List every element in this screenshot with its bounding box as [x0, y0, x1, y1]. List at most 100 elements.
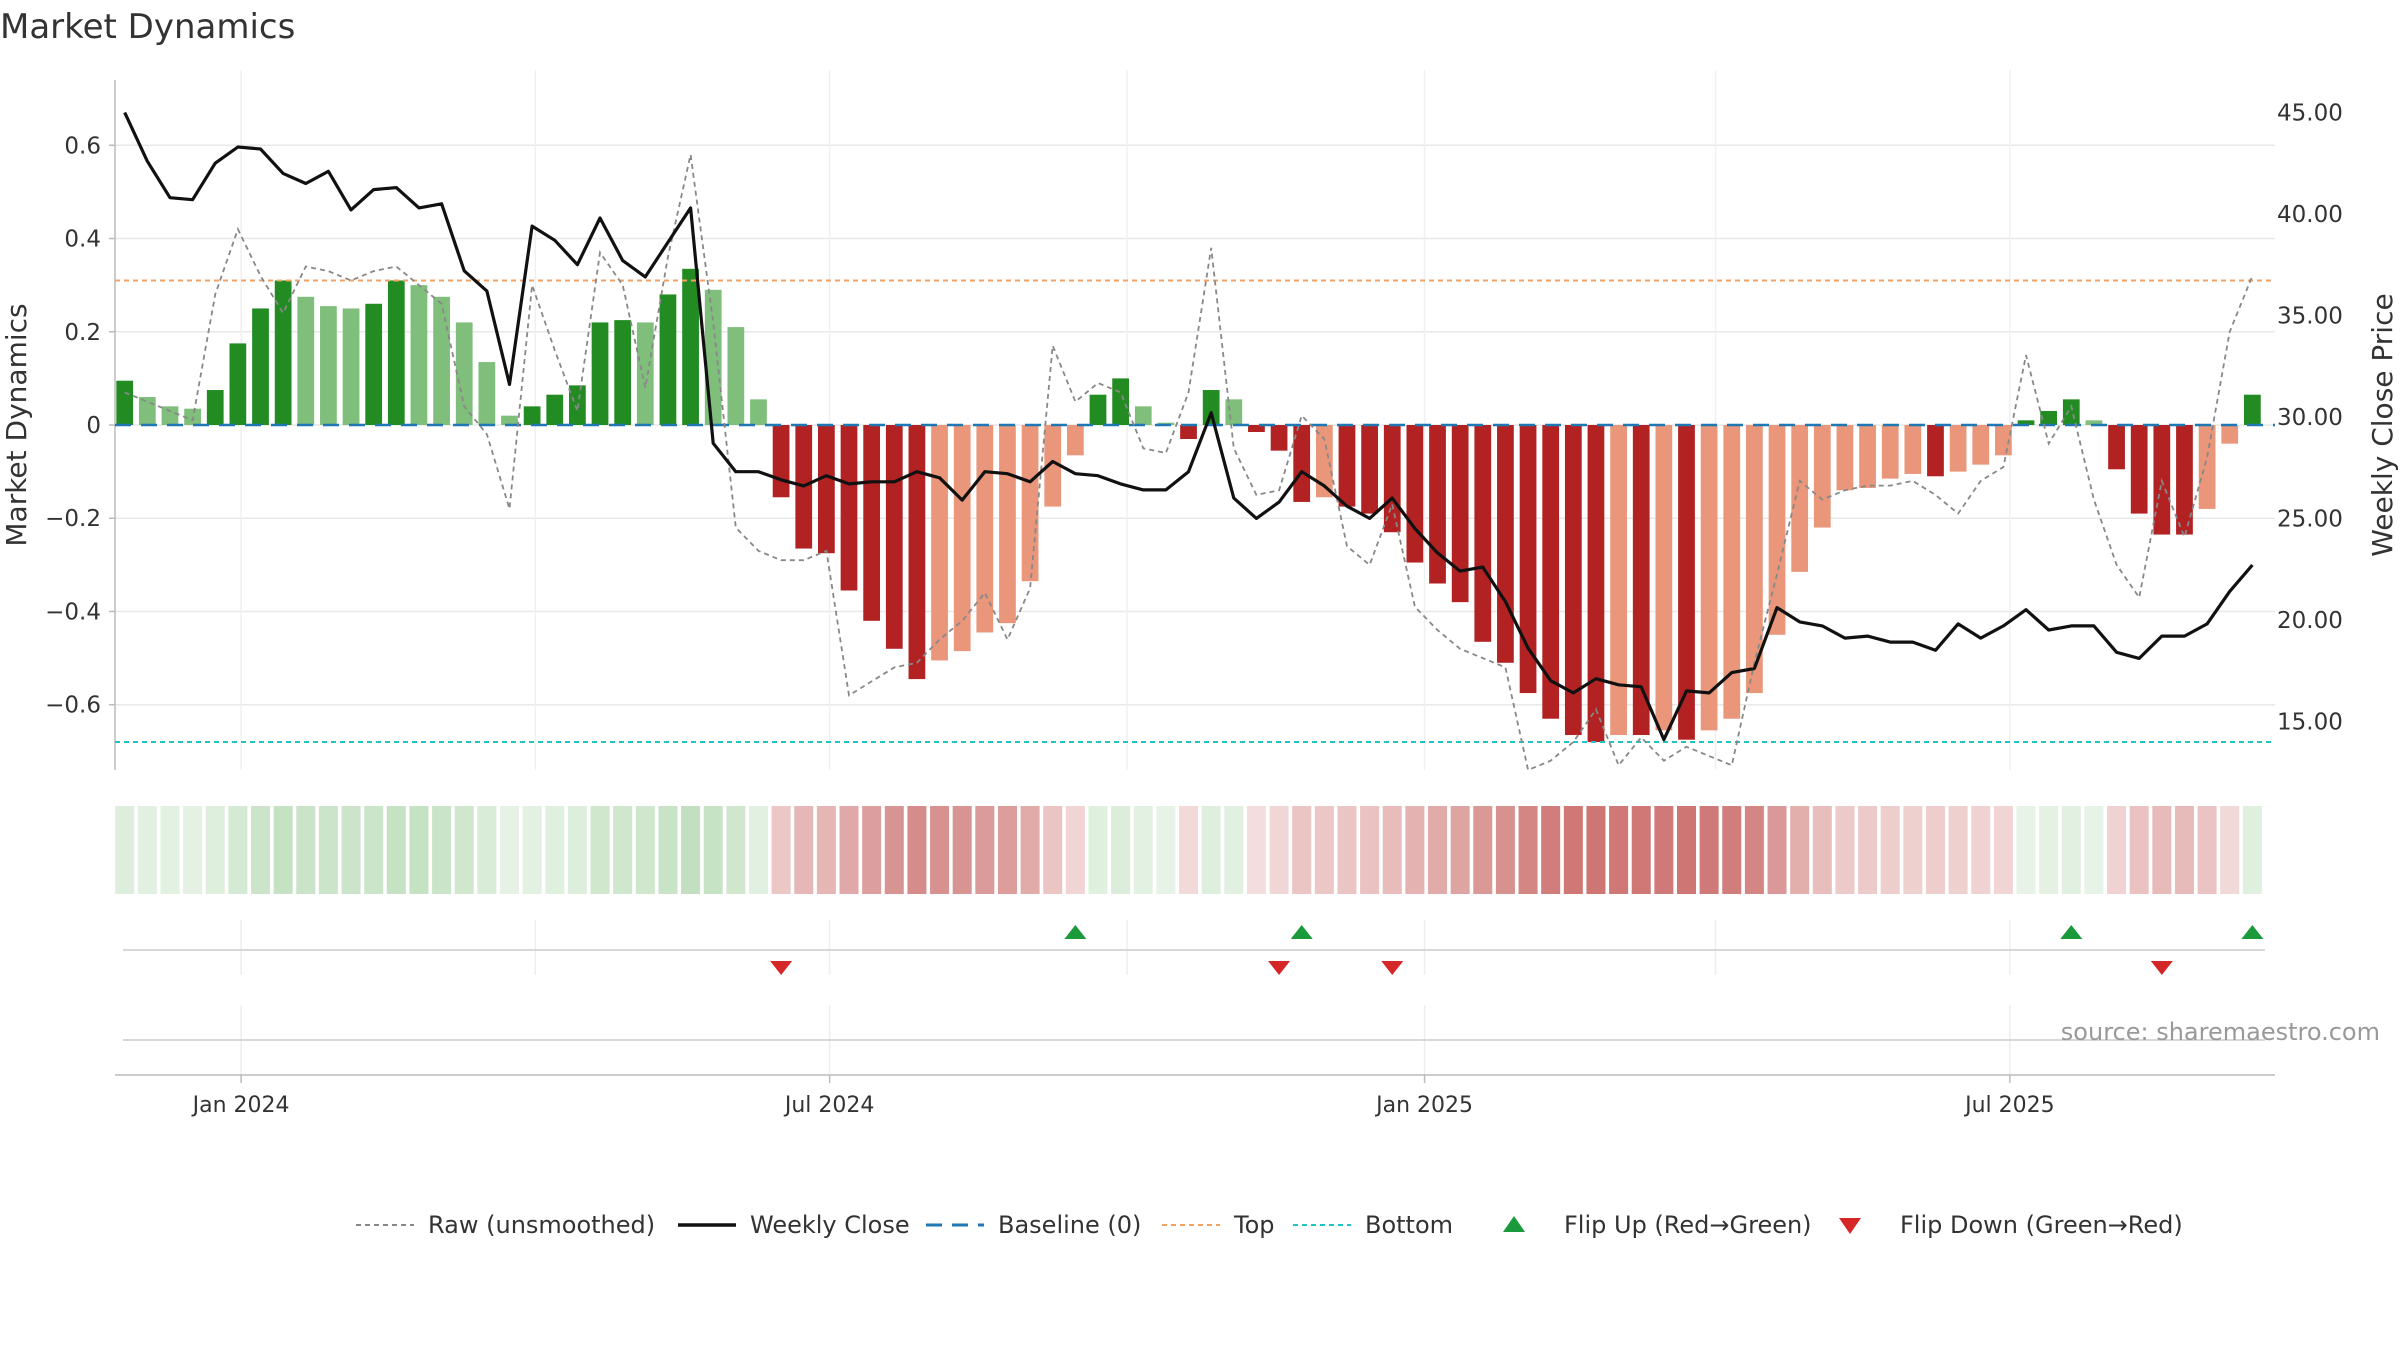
momentum-bar: [342, 308, 360, 425]
regime-strip-cell: [2174, 806, 2194, 894]
regime-strip-cell: [1880, 806, 1900, 894]
y-tick-label: 0.2: [64, 320, 101, 346]
regime-strip-cell: [2084, 806, 2104, 894]
regime-strip-cell: [2242, 806, 2262, 894]
momentum-bar: [1315, 425, 1333, 498]
momentum-bar: [1859, 425, 1876, 488]
momentum-bar: [1044, 425, 1062, 507]
regime-strip-cell: [681, 806, 701, 894]
flip-up-marker: [1064, 925, 1087, 939]
momentum-bar: [2062, 399, 2080, 425]
legend-flip-up-icon: [1503, 1216, 1525, 1232]
regime-strip-cell: [952, 806, 972, 894]
regime-strip-cell: [1156, 806, 1176, 894]
momentum-bar: [161, 406, 179, 425]
momentum-bar: [1066, 425, 1084, 456]
momentum-bar: [2040, 411, 2058, 425]
y-tick-label: 0.4: [64, 227, 101, 253]
regime-strip-cell: [273, 806, 293, 894]
momentum-bar: [614, 320, 632, 425]
regime-strip-cell: [1133, 806, 1153, 894]
regime-strip-cell: [1858, 806, 1878, 894]
legend-label: Flip Up (Red→Green): [1564, 1211, 1812, 1239]
momentum-bar: [818, 425, 835, 554]
momentum-bar: [591, 322, 609, 425]
flip-up-marker: [2060, 925, 2083, 939]
momentum-bar: [229, 343, 247, 425]
regime-strip-cell: [545, 806, 565, 894]
y2-tick-label: 20.00: [2277, 608, 2343, 634]
momentum-bar: [2176, 425, 2193, 535]
regime-strip-cell: [2197, 806, 2217, 894]
regime-strip-cell: [1993, 806, 2013, 894]
x-tick-label: Jul 2025: [1963, 1093, 2055, 1118]
momentum-bar: [1813, 425, 1831, 528]
momentum-bar: [478, 362, 496, 425]
momentum-bar: [1474, 425, 1492, 642]
momentum-bar: [455, 322, 473, 425]
regime-strip-cell: [1971, 806, 1991, 894]
y2-tick-label: 35.00: [2277, 303, 2343, 329]
flip-down-marker: [1268, 961, 1291, 975]
regime-strip-cell: [2152, 806, 2172, 894]
momentum-bar: [976, 425, 994, 633]
momentum-bar: [1180, 425, 1197, 439]
regime-strip-cell: [930, 806, 950, 894]
regime-strip-cell: [1360, 806, 1380, 894]
momentum-bar: [2130, 425, 2148, 514]
regime-strip-cell: [1382, 806, 1402, 894]
momentum-bar: [138, 397, 156, 425]
y-tick-label: −0.4: [45, 599, 101, 625]
regime-strip-cell: [1518, 806, 1538, 894]
momentum-bar: [1632, 425, 1650, 736]
momentum-bar: [1995, 425, 2012, 456]
momentum-bar: [727, 327, 745, 425]
momentum-bar: [750, 399, 767, 425]
momentum-bar: [1429, 425, 1446, 584]
momentum-bar: [1587, 425, 1605, 743]
momentum-bar: [999, 425, 1016, 624]
regime-strip-cell: [884, 806, 904, 894]
momentum-bar: [863, 425, 881, 621]
regime-strip-cell: [2129, 806, 2149, 894]
regime-strip-cell: [1925, 806, 1945, 894]
regime-strip-cell: [2061, 806, 2081, 894]
momentum-bar: [1949, 425, 1967, 472]
momentum-bar: [365, 303, 383, 425]
regime-strip-cell: [862, 806, 882, 894]
regime-strip-cell: [907, 806, 927, 894]
regime-strip-cell: [1473, 806, 1493, 894]
legend-label: Top: [1233, 1211, 1275, 1239]
regime-strip-cell: [1111, 806, 1131, 894]
y-axis-label: Market Dynamics: [0, 303, 33, 546]
regime-strip-cell: [1541, 806, 1561, 894]
regime-strip-cell: [658, 806, 678, 894]
momentum-bar: [2198, 425, 2216, 509]
regime-strip-cell: [1224, 806, 1244, 894]
source-note: source: sharemaestro.com: [2061, 1018, 2380, 1046]
momentum-bar: [1678, 425, 1695, 740]
momentum-bar: [2085, 420, 2103, 425]
momentum-bar: [1972, 425, 1990, 465]
x-tick-label: Jul 2024: [783, 1093, 875, 1118]
regime-strip-cell: [2039, 806, 2059, 894]
regime-strip-cell: [1043, 806, 1063, 894]
momentum-bar: [1564, 425, 1582, 736]
momentum-bar: [704, 289, 722, 425]
momentum-bar: [297, 296, 315, 425]
momentum-bar: [1610, 425, 1627, 736]
momentum-bar: [1746, 425, 1763, 694]
regime-strip-cell: [1020, 806, 1040, 894]
momentum-bar: [274, 280, 292, 425]
regime-strip-cell: [454, 806, 474, 894]
momentum-bar: [206, 390, 224, 425]
regime-strip-cell: [839, 806, 859, 894]
momentum-bar: [1542, 425, 1560, 719]
y-tick-label: 0: [86, 413, 101, 439]
legend-flip-down-icon: [1839, 1218, 1861, 1234]
momentum-bar: [659, 294, 677, 425]
regime-strip-cell: [1246, 806, 1266, 894]
momentum-bar: [2243, 394, 2261, 425]
y2-tick-label: 40.00: [2277, 202, 2343, 228]
momentum-bar: [1927, 425, 1944, 477]
